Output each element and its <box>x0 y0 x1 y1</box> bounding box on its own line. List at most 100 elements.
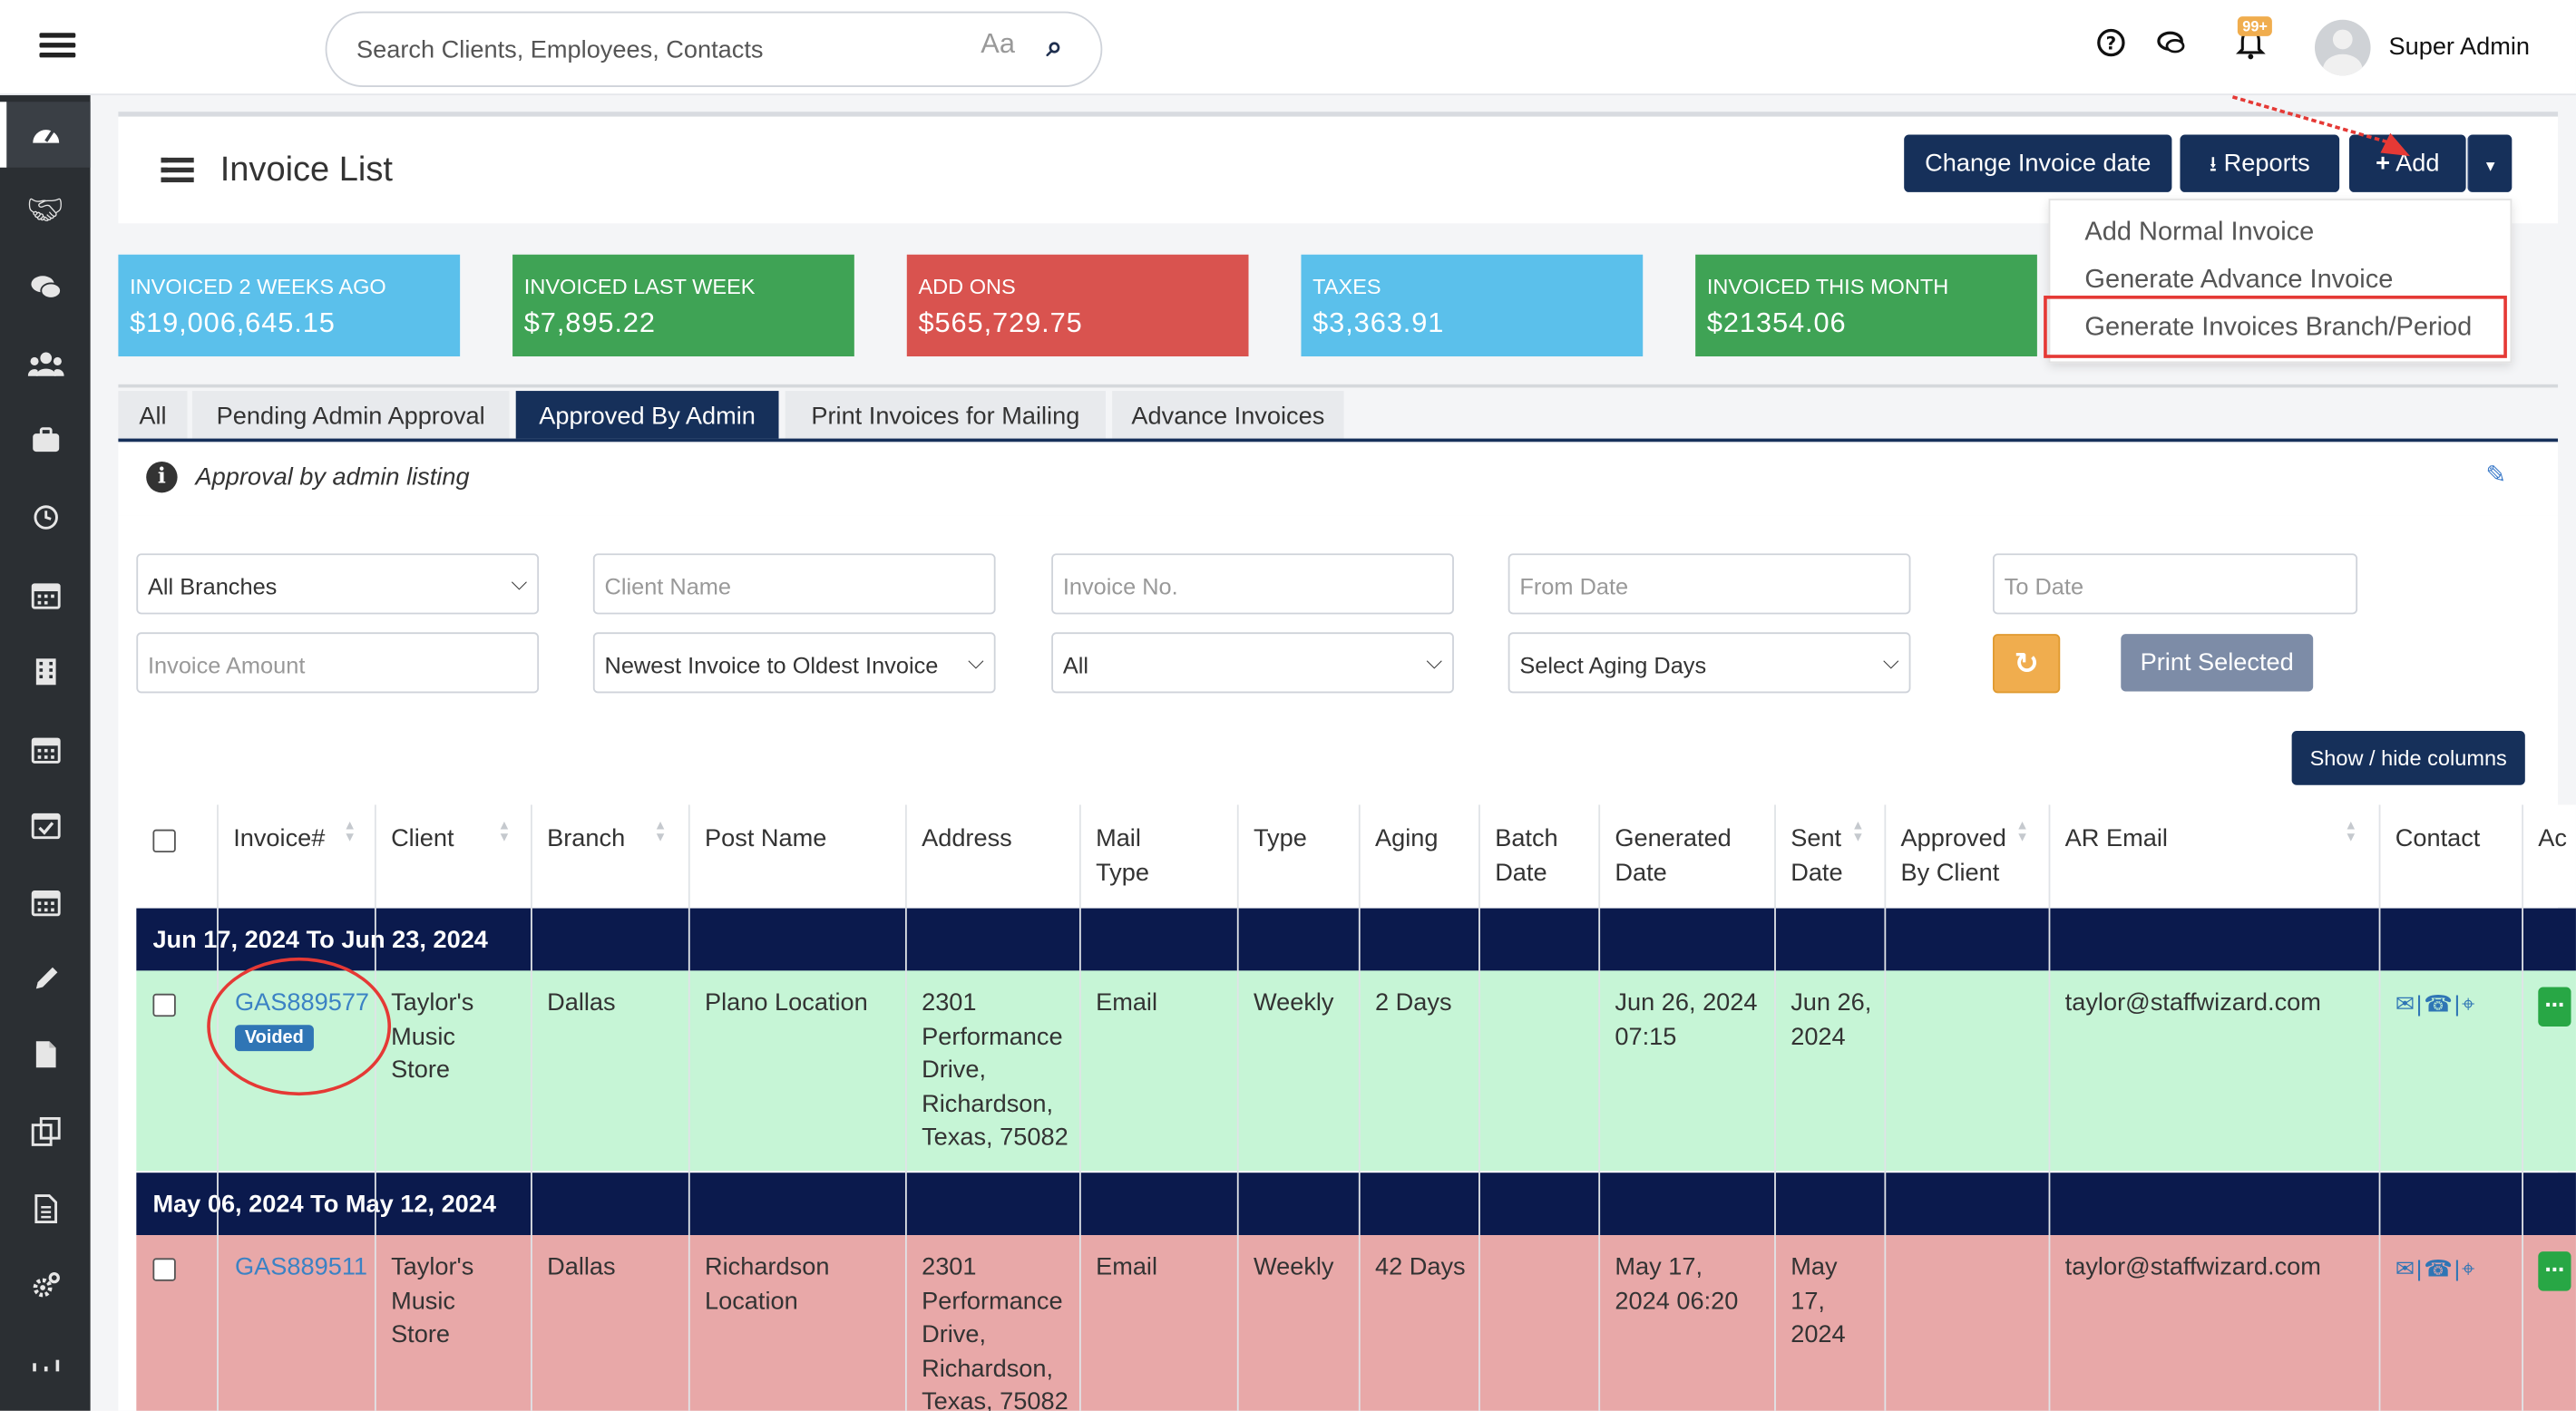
tab-all[interactable]: All <box>118 391 188 439</box>
search-icon[interactable]: ⌕ <box>1046 31 1062 63</box>
column-divider <box>904 804 907 1411</box>
tab-pending-admin-approval[interactable]: Pending Admin Approval <box>191 391 510 439</box>
user-name[interactable]: Super Admin <box>2388 33 2531 62</box>
row-actions-button[interactable]: ⋯ <box>2538 987 2571 1027</box>
sidebar-file-icon[interactable] <box>0 1022 91 1087</box>
invoice-link[interactable]: GAS889511 <box>235 1252 368 1281</box>
column-divider <box>1078 804 1081 1411</box>
col-sent-date[interactable]: Sent Date <box>1791 824 1843 888</box>
menu-item-add-normal-invoice[interactable]: Add Normal Invoice <box>2084 218 2315 247</box>
show-hide-columns-button[interactable]: Show / hide columns <box>2291 730 2525 785</box>
sidebar-settings-icon[interactable] <box>0 1253 91 1319</box>
sort-icon[interactable]: ▲ ▼ <box>497 817 512 844</box>
col-address[interactable]: Address <box>922 824 1012 853</box>
cell-ar-email: taylor@staffwizard.com <box>2064 988 2321 1017</box>
col-aging[interactable]: Aging <box>1374 824 1439 853</box>
tab-advance-invoices[interactable]: Advance Invoices <box>1112 391 1344 439</box>
status-select[interactable]: All ⌵ <box>1051 632 1454 694</box>
col-invoice[interactable]: Invoice# <box>233 824 326 853</box>
tabs-top-border <box>118 384 2559 388</box>
sort-icon[interactable]: ▲ ▼ <box>2344 817 2357 844</box>
email-icon[interactable]: ✉ <box>2395 1254 2416 1281</box>
plus-icon: + <box>2376 149 2391 178</box>
sidebar-dashboard-icon[interactable] <box>0 102 91 168</box>
cell-address: 2301 Performance Drive, Richardson, Texa… <box>922 988 1068 1152</box>
from-date-input[interactable]: From Date <box>1508 553 1911 615</box>
to-date-input[interactable]: To Date <box>1992 553 2358 615</box>
location-pin-icon[interactable]: ⌖ <box>2462 990 2477 1017</box>
messages-icon[interactable] <box>2152 28 2191 67</box>
aging-days-select[interactable]: Select Aging Days ⌵ <box>1508 632 1911 694</box>
col-generated-date[interactable]: Generated Date <box>1615 824 1732 888</box>
group-header-row: Jun 17, 2024 To Jun 23, 2024 <box>136 908 2576 971</box>
sidebar-chat-icon[interactable] <box>0 255 91 320</box>
sort-order-select[interactable]: Newest Invoice to Oldest Invoice ⌵ <box>592 632 996 694</box>
sidebar-document-icon[interactable] <box>0 1176 91 1241</box>
reports-button[interactable]: ⭳ Reports <box>2180 134 2340 192</box>
invoice-amount-input[interactable]: Invoice Amount <box>136 632 540 694</box>
refresh-button[interactable]: ↻ <box>1992 634 2061 694</box>
row-actions-button[interactable]: ⋯ <box>2538 1251 2571 1291</box>
invoice-no-input[interactable]: Invoice No. <box>1051 553 1454 615</box>
menu-toggle-icon[interactable] <box>39 30 76 63</box>
table-row[interactable] <box>136 1235 2576 1411</box>
sidebar-handshake-icon[interactable]: 🤝︎ <box>26 193 64 227</box>
tab-print-invoices-for-mailing[interactable]: Print Invoices for Mailing <box>785 391 1106 439</box>
search-input[interactable]: Search Clients, Employees, Contacts <box>356 35 764 64</box>
col-actions[interactable]: Ac <box>2538 824 2568 853</box>
phone-icon[interactable]: ☎ <box>2424 990 2454 1017</box>
sidebar-schedule-icon[interactable] <box>0 869 91 934</box>
stat-taxes: TAXES $3,363.91 <box>1301 254 1644 357</box>
branch-select[interactable]: All Branches ⌵ <box>136 553 540 615</box>
sort-icon[interactable]: ▲ ▼ <box>653 817 668 844</box>
sidebar-copy-icon[interactable] <box>0 1099 91 1164</box>
col-approved-by-client[interactable]: Approved By Client <box>1900 824 2006 888</box>
global-search[interactable]: Search Clients, Employees, Contacts Aa ⌕ <box>325 11 1103 87</box>
col-ar-email[interactable]: AR Email <box>2064 824 2168 853</box>
tab-approved-by-admin[interactable]: Approved By Admin <box>515 391 779 439</box>
menu-item-generate-invoices-branch-period[interactable]: Generate Invoices Branch/Period <box>2084 313 2473 342</box>
sidebar-briefcase-icon[interactable] <box>0 407 91 472</box>
sidebar-calendar-icon[interactable] <box>0 561 91 627</box>
sidebar-clock-icon[interactable] <box>0 484 91 550</box>
location-pin-icon[interactable]: ⌖ <box>2462 1254 2477 1281</box>
row-checkbox[interactable] <box>152 993 176 1017</box>
download-icon: ⭳ <box>2209 151 2218 176</box>
col-branch[interactable]: Branch <box>547 824 626 853</box>
print-selected-button[interactable]: Print Selected <box>2121 634 2314 692</box>
sidebar-pencil-icon[interactable] <box>0 946 91 1011</box>
help-icon[interactable]: ? <box>2092 28 2131 67</box>
sidebar-calendar-check-icon[interactable] <box>0 792 91 857</box>
phone-icon[interactable]: ☎ <box>2424 1254 2454 1281</box>
cell-post-name: Plano Location <box>705 988 868 1017</box>
menu-item-generate-advance-invoice[interactable]: Generate Advance Invoice <box>2084 266 2394 295</box>
col-contact[interactable]: Contact <box>2395 824 2481 853</box>
match-case-toggle[interactable]: Aa <box>981 27 1015 60</box>
cell-generated-date: Jun 26, 2024 07:15 <box>1615 988 1758 1051</box>
client-name-input[interactable]: Client Name <box>592 553 996 615</box>
sidebar-building-icon[interactable] <box>0 639 91 705</box>
user-avatar[interactable] <box>2314 19 2371 76</box>
col-type[interactable]: Type <box>1253 824 1307 853</box>
row-checkbox[interactable] <box>152 1258 176 1281</box>
table-row[interactable] <box>136 970 2576 1172</box>
email-icon[interactable]: ✉ <box>2395 990 2416 1017</box>
sort-icon[interactable]: ▲ ▼ <box>2015 817 2029 844</box>
col-post-name[interactable]: Post Name <box>705 824 827 853</box>
select-all-checkbox[interactable] <box>152 829 176 853</box>
sidebar-users-icon[interactable] <box>0 332 91 397</box>
col-mail-type[interactable]: Mail Type <box>1096 824 1149 888</box>
edit-icon[interactable]: ✎ <box>2485 461 2507 490</box>
col-batch-date[interactable]: Batch Date <box>1495 824 1558 888</box>
change-invoice-date-button[interactable]: Change Invoice date <box>1904 134 2172 192</box>
sidebar-more-icon[interactable] <box>0 1330 91 1396</box>
sort-icon[interactable]: ▲ ▼ <box>1851 817 1865 844</box>
sidebar-calendar-alt-icon[interactable] <box>0 716 91 782</box>
col-client[interactable]: Client <box>391 824 454 853</box>
add-button[interactable]: + Add <box>2349 134 2466 192</box>
add-dropdown-toggle[interactable]: ▼ <box>2467 134 2513 192</box>
cell-branch: Dallas <box>547 988 616 1017</box>
column-divider <box>1598 804 1601 1411</box>
sort-icon[interactable]: ▲ ▼ <box>343 817 356 844</box>
stat-label: INVOICED 2 WEEKS AGO <box>130 274 386 299</box>
